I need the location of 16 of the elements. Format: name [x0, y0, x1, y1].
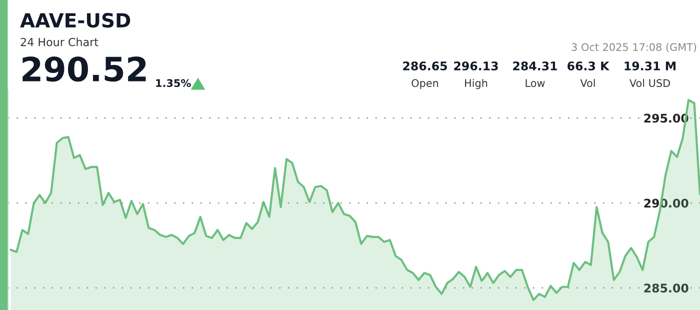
text: 284.31: [513, 61, 557, 70]
text: Open: [412, 79, 438, 90]
text: 296.13: [454, 61, 498, 70]
text: 19.31 M: [624, 61, 676, 70]
y-tick-label: 285.00: [644, 284, 688, 293]
text: Vol USD: [630, 78, 670, 88]
text: 66.3 K: [568, 61, 610, 70]
text: 3 Oct 2025 17:08 (GMT): [572, 42, 696, 52]
text: High: [465, 78, 488, 90]
chart-subtitle: 24 Hour Chart: [20, 38, 98, 46]
text: Vol: [580, 78, 595, 88]
text: 290.52: [22, 56, 146, 82]
text: 286.65: [403, 61, 447, 70]
text: 1.35%: [156, 79, 191, 88]
text: Low: [526, 79, 545, 88]
chart-title: AAVE-USD: [20, 12, 130, 28]
